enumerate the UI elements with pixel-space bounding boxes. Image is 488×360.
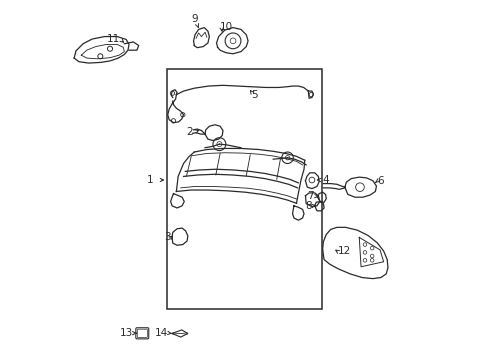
Text: 12: 12	[337, 246, 350, 256]
Text: 13: 13	[120, 328, 133, 338]
Text: 9: 9	[191, 14, 198, 24]
Bar	[167, 69, 321, 309]
Text: 3: 3	[164, 232, 171, 242]
Text: 2: 2	[185, 127, 192, 136]
Text: 11: 11	[106, 35, 120, 44]
Text: 10: 10	[219, 22, 232, 32]
Text: 7: 7	[306, 191, 313, 201]
Text: 6: 6	[376, 176, 383, 186]
Text: 4: 4	[321, 175, 328, 185]
Text: 1: 1	[146, 175, 153, 185]
Text: 8: 8	[305, 201, 311, 211]
Text: 5: 5	[251, 90, 258, 100]
Text: 14: 14	[155, 328, 168, 338]
